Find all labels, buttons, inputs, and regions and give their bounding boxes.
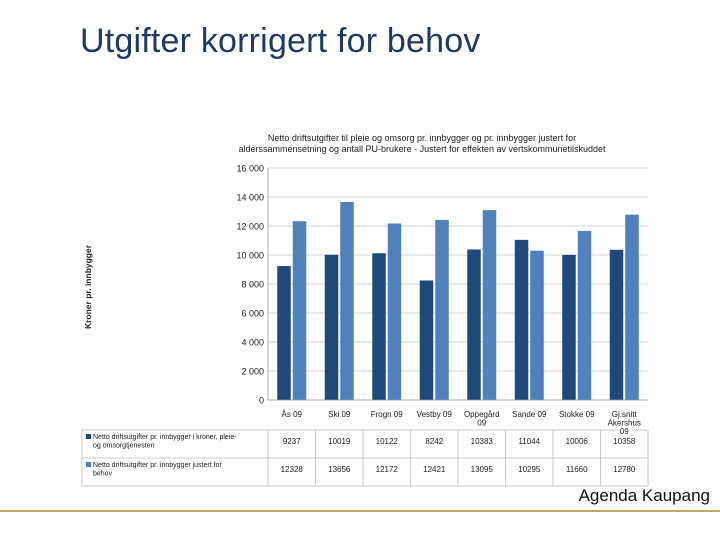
bar-series2 bbox=[482, 210, 497, 400]
x-tick-label: 09 bbox=[620, 427, 629, 436]
y-tick-label: 0 bbox=[259, 396, 264, 406]
bar-series1 bbox=[562, 254, 576, 400]
data-label: 10358 bbox=[613, 437, 636, 446]
y-tick-label: 6 000 bbox=[241, 309, 264, 319]
x-tick-label: Gj.snitt bbox=[612, 410, 638, 419]
y-tick-label: 8 000 bbox=[241, 280, 264, 290]
bar-series1 bbox=[467, 249, 481, 400]
bar-series1 bbox=[324, 254, 339, 400]
bar-series1 bbox=[372, 253, 386, 400]
legend-label: og omsorgtjenesten bbox=[93, 443, 155, 450]
y-tick-label: 2 000 bbox=[241, 367, 264, 377]
footer-divider bbox=[0, 510, 720, 512]
data-label: 10383 bbox=[471, 437, 494, 446]
legend-label: Netto driftsutgifter pr. innbygger i kro… bbox=[93, 434, 237, 441]
y-axis-label: Kroner pr. innbygger bbox=[83, 244, 93, 329]
footer-text: Agenda Kaupang bbox=[578, 486, 710, 505]
slide-title: Utgifter korrigert for behov bbox=[80, 22, 481, 60]
x-tick-label: Akershus bbox=[608, 419, 641, 428]
data-label: 10122 bbox=[376, 437, 399, 446]
bar-series2 bbox=[435, 219, 449, 400]
legend-swatch bbox=[86, 434, 91, 439]
chart-title-line: Netto driftsutgifter til pleie og omsorg… bbox=[268, 133, 576, 143]
data-label: 12328 bbox=[281, 465, 304, 474]
x-tick-label: Vestby 09 bbox=[417, 410, 453, 419]
data-label: 12780 bbox=[613, 465, 636, 474]
data-label: 12172 bbox=[376, 465, 399, 474]
x-tick-label: Sande 09 bbox=[512, 410, 547, 419]
data-label: 10019 bbox=[328, 437, 351, 446]
y-tick-label: 16 000 bbox=[236, 164, 264, 174]
bar-series1 bbox=[419, 280, 434, 400]
legend-swatch bbox=[86, 462, 91, 467]
bar-series1 bbox=[277, 266, 291, 400]
chart-panel: Netto driftsutgifter til pleie og omsorg… bbox=[80, 125, 650, 487]
data-label: 13656 bbox=[328, 465, 351, 474]
bar-series2 bbox=[340, 201, 354, 400]
legend-label: behov bbox=[93, 471, 113, 478]
bar-series2 bbox=[387, 223, 402, 400]
bar-chart: Netto driftsutgifter til pleie og omsorg… bbox=[81, 133, 649, 487]
x-tick-label: Ski 09 bbox=[328, 410, 351, 419]
bar-series2 bbox=[577, 230, 592, 400]
y-tick-label: 4 000 bbox=[241, 338, 264, 348]
legend-label: Netto driftsutgifter pr. innbygger juste… bbox=[93, 462, 222, 469]
bar-series1 bbox=[609, 249, 624, 400]
y-tick-label: 14 000 bbox=[236, 193, 264, 203]
data-label: 10006 bbox=[566, 437, 589, 446]
data-label: 11660 bbox=[566, 465, 588, 474]
data-label: 9237 bbox=[283, 437, 301, 446]
bar-series2 bbox=[292, 221, 307, 400]
data-label: 12421 bbox=[423, 465, 446, 474]
data-label: 13095 bbox=[471, 465, 494, 474]
chart-title-line: alderssammensetning og antall PU-brukere… bbox=[238, 144, 606, 154]
bar-series2 bbox=[625, 214, 639, 400]
x-tick-label: Ås 09 bbox=[282, 410, 303, 419]
x-tick-label: 09 bbox=[477, 419, 486, 428]
data-label: 11044 bbox=[518, 437, 540, 446]
x-tick-label: Oppegård bbox=[464, 410, 500, 419]
data-label: 8242 bbox=[425, 437, 443, 446]
y-tick-label: 10 000 bbox=[236, 251, 264, 261]
data-label: 10295 bbox=[518, 465, 541, 474]
x-tick-label: Stokke 09 bbox=[559, 410, 595, 419]
y-tick-label: 12 000 bbox=[236, 222, 264, 232]
bar-series2 bbox=[530, 250, 544, 400]
bar-series1 bbox=[514, 239, 529, 400]
x-tick-label: Frogn 09 bbox=[371, 410, 404, 419]
